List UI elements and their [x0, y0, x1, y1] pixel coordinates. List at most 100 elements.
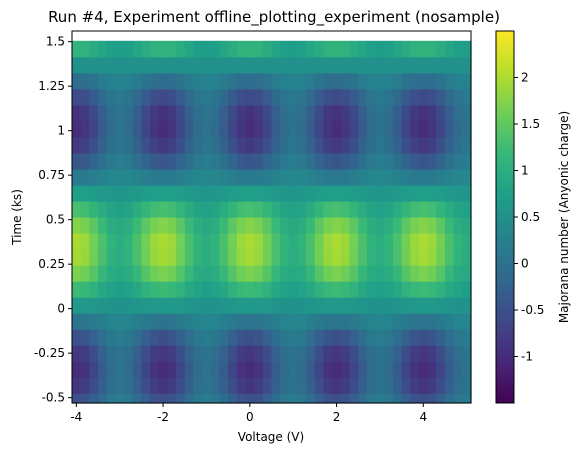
heatmap-cell — [306, 168, 316, 186]
heatmap-cell — [410, 56, 420, 74]
heatmap-cell — [297, 168, 307, 186]
heatmap-cell — [150, 184, 160, 202]
heatmap-cell — [124, 168, 134, 186]
heatmap-cell — [384, 393, 394, 404]
heatmap-cell — [392, 233, 403, 250]
heatmap-cell — [219, 184, 229, 202]
heatmap-cell — [427, 217, 437, 234]
heatmap-cell — [384, 184, 394, 202]
heatmap-cell — [410, 136, 420, 154]
heatmap-cell — [184, 329, 195, 346]
heatmap-cell — [280, 329, 290, 346]
heatmap-cell — [314, 361, 325, 378]
heatmap-cell — [375, 281, 385, 298]
heatmap-cell — [202, 217, 212, 234]
heatmap-cell — [210, 329, 221, 346]
heatmap-cell — [158, 56, 169, 74]
heatmap-cell — [410, 200, 420, 218]
heatmap-cell — [462, 72, 472, 90]
heatmap-cell — [392, 249, 403, 266]
colorbar-tick-label: -1 — [521, 350, 533, 364]
heatmap-cell — [254, 377, 264, 394]
heatmap-cell — [444, 56, 455, 74]
heatmap-cell — [401, 361, 411, 378]
heatmap-cell — [150, 88, 160, 106]
heatmap-cell — [72, 56, 82, 74]
heatmap-cell — [124, 184, 134, 202]
heatmap-cell — [306, 361, 316, 378]
heatmap-cell — [349, 120, 359, 138]
heatmap-cell — [314, 184, 325, 202]
heatmap-cell — [219, 152, 229, 170]
heatmap-cell — [288, 152, 299, 170]
heatmap-cell — [150, 345, 160, 362]
heatmap-cell — [444, 184, 455, 202]
heatmap-cell — [453, 168, 463, 186]
heatmap-cell — [401, 72, 411, 90]
heatmap-cell — [132, 361, 142, 378]
heatmap-cell — [323, 297, 333, 314]
heatmap-cell — [314, 217, 325, 234]
heatmap-cell — [124, 88, 134, 106]
heatmap-cell — [141, 88, 151, 106]
heatmap-cell — [462, 393, 472, 404]
heatmap-cell — [410, 249, 420, 266]
heatmap-cell — [444, 345, 455, 362]
heatmap-cell — [150, 393, 160, 404]
heatmap-cell — [236, 72, 247, 90]
heatmap-cell — [184, 88, 195, 106]
heatmap-cell — [384, 217, 394, 234]
heatmap-cell — [106, 200, 116, 218]
heatmap-cell — [262, 72, 273, 90]
heatmap-cell — [288, 313, 299, 330]
heatmap-cell — [254, 40, 264, 58]
heatmap-cell — [219, 72, 229, 90]
heatmap-cell — [254, 184, 264, 202]
heatmap-cell — [219, 200, 229, 218]
heatmap-cell — [288, 184, 299, 202]
heatmap-cell — [115, 88, 125, 106]
heatmap-cell — [462, 281, 472, 298]
heatmap-cell — [436, 393, 446, 404]
heatmap-cell — [80, 56, 90, 74]
heatmap-cell — [384, 56, 394, 74]
heatmap-cell — [332, 249, 342, 266]
heatmap-cell — [193, 217, 203, 234]
colorbar-tick-label: 2 — [521, 71, 529, 85]
heatmap-cell — [358, 233, 368, 250]
heatmap-cell — [332, 361, 342, 378]
heatmap-cell — [444, 393, 455, 404]
heatmap-cell — [418, 249, 429, 266]
heatmap-cell — [418, 393, 429, 404]
heatmap-cell — [375, 88, 385, 106]
heatmap-cell — [436, 168, 446, 186]
heatmap-cell — [193, 377, 203, 394]
heatmap-cell — [254, 265, 264, 282]
heatmap-cell — [418, 377, 429, 394]
heatmap-cell — [167, 104, 177, 122]
heatmap-cell — [141, 56, 151, 74]
heatmap-cell — [106, 345, 116, 362]
heatmap-cell — [349, 152, 359, 170]
heatmap-cell — [210, 104, 221, 122]
heatmap-cell — [427, 200, 437, 218]
heatmap-cell — [124, 233, 134, 250]
heatmap-cell — [141, 40, 151, 58]
heatmap-cell — [280, 217, 290, 234]
heatmap-cell — [150, 40, 160, 58]
heatmap-cell — [106, 184, 116, 202]
heatmap-cell — [436, 361, 446, 378]
heatmap-cell — [271, 265, 281, 282]
heatmap-cell — [436, 217, 446, 234]
heatmap-cell — [245, 120, 255, 138]
heatmap-cell — [219, 168, 229, 186]
heatmap-cell — [340, 265, 351, 282]
heatmap-cell — [418, 329, 429, 346]
y-tick-label: 1.5 — [46, 35, 65, 49]
heatmap-cell — [418, 40, 429, 58]
heatmap-cell — [288, 72, 299, 90]
heatmap-cell — [210, 200, 221, 218]
heatmap-cell — [332, 265, 342, 282]
heatmap-cell — [115, 281, 125, 298]
heatmap-cell — [358, 88, 368, 106]
